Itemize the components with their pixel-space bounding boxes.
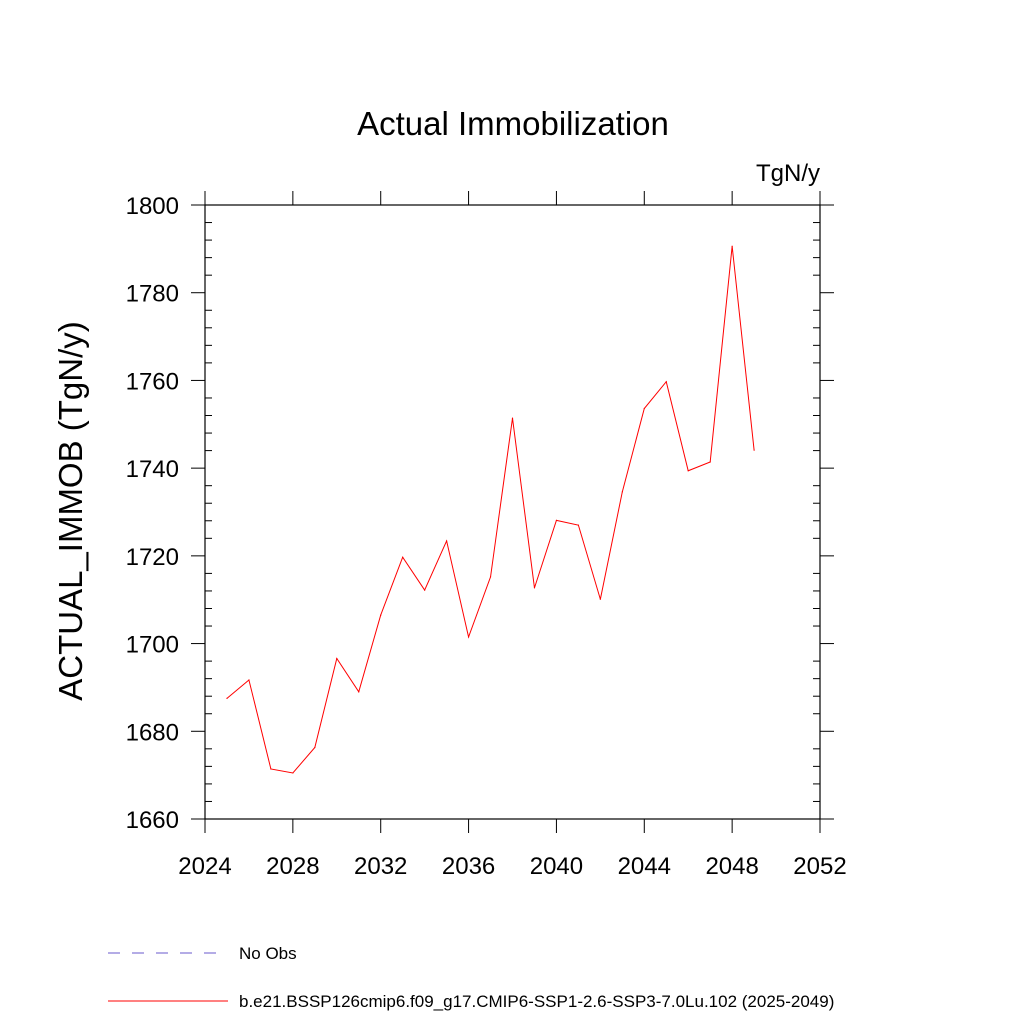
x-tick-label: 2040: [530, 853, 583, 880]
chart-title: Actual Immobilization: [357, 105, 669, 142]
data-point: [511, 417, 514, 419]
data-point: [424, 589, 426, 591]
legend-label-no-obs: No Obs: [239, 944, 297, 963]
plot-frame: [204, 204, 821, 820]
x-tick-label: 2052: [793, 853, 846, 880]
y-tick-label: 1680: [126, 719, 179, 746]
legend: No Obs b.e21.BSSP126cmip6.f09_g17.CMIP6-…: [108, 944, 834, 1011]
data-point: [621, 491, 623, 493]
data-point: [533, 587, 536, 589]
y-axis-label: ACTUAL_IMMOB (TgN/y): [52, 321, 89, 701]
data-point: [467, 636, 470, 638]
data-point: [270, 768, 272, 770]
x-tick-label: 2048: [705, 853, 758, 880]
y-tick-label: 1660: [126, 807, 179, 834]
data-point: [226, 697, 228, 699]
data-point: [599, 598, 601, 600]
data-point: [665, 381, 667, 383]
series-line: [226, 246, 755, 774]
y-tick-label: 1700: [126, 632, 179, 659]
data-point: [489, 576, 492, 578]
series-layer: [226, 245, 755, 774]
data-point: [555, 519, 558, 521]
data-point: [687, 470, 689, 472]
data-point: [314, 746, 316, 749]
data-point: [709, 461, 711, 463]
y-tick-label: 1800: [126, 193, 179, 220]
y-tick-label: 1720: [126, 544, 179, 571]
data-point: [731, 245, 733, 247]
x-tick-label: 2036: [442, 853, 495, 880]
x-tick-label: 2024: [178, 853, 231, 880]
y-tick-label: 1760: [126, 368, 179, 395]
data-point: [248, 679, 250, 681]
y-tick-label: 1740: [126, 456, 179, 483]
data-point: [577, 524, 579, 526]
data-point: [358, 691, 360, 693]
units-label: TgN/y: [756, 160, 820, 187]
data-point: [446, 540, 448, 542]
data-point: [292, 772, 294, 774]
legend-label-series: b.e21.BSSP126cmip6.f09_g17.CMIP6-SSP1-2.…: [239, 992, 834, 1011]
x-tick-label: 2044: [618, 853, 671, 880]
x-tick-label: 2032: [354, 853, 407, 880]
data-point: [336, 657, 338, 660]
x-tick-label: 2028: [266, 853, 319, 880]
data-point: [753, 449, 755, 451]
y-tick-label: 1780: [126, 281, 179, 308]
axis-ticks: 2024 2028 2032 2036 2040 2044 2048 2052 1660 1680…: [126, 191, 847, 880]
data-point: [643, 407, 645, 410]
data-point: [402, 556, 404, 558]
data-point: [380, 614, 382, 616]
